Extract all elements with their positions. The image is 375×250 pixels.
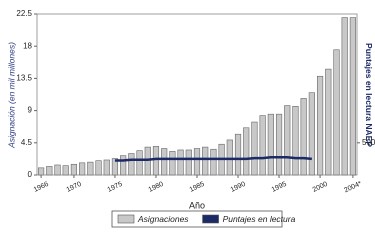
- bar: [136, 150, 143, 176]
- bar: [259, 115, 266, 176]
- legend-label: Puntajes en lectura: [223, 214, 296, 224]
- bar: [251, 121, 258, 176]
- x-tick-label: 1980: [148, 181, 165, 194]
- x-tick-label: 1975: [107, 181, 124, 194]
- y-tick-label: 13.5: [16, 74, 32, 83]
- bar: [308, 92, 315, 176]
- bar: [325, 68, 332, 176]
- bar: [95, 160, 102, 176]
- bar: [79, 162, 86, 176]
- bar: [185, 149, 192, 176]
- bar: [161, 148, 168, 176]
- bar: [193, 148, 201, 176]
- bar: [70, 163, 78, 176]
- bar: [234, 133, 242, 176]
- bar: [103, 159, 110, 176]
- legend-swatch: [117, 214, 135, 224]
- bar: [243, 127, 250, 176]
- bar: [46, 166, 53, 176]
- y2-tick-label: 500: [362, 138, 375, 147]
- y-tick-label: 22.5: [16, 9, 32, 18]
- bar: [38, 167, 45, 176]
- bar: [144, 146, 151, 176]
- x-tick-label: 1985: [189, 181, 206, 194]
- bar: [341, 17, 348, 176]
- line: [114, 156, 312, 162]
- y-axis-label: Asignación (en mil millones): [6, 42, 16, 149]
- bar: [316, 75, 324, 176]
- bar: [284, 105, 291, 176]
- bar: [300, 98, 307, 176]
- legend-label: Asignaciones: [137, 214, 189, 224]
- y-tick-label: 9: [28, 106, 33, 115]
- y-tick-label: 0: [28, 170, 33, 179]
- x-tick-label: 1995: [271, 181, 288, 194]
- legend-box: [111, 210, 283, 228]
- bar: [152, 146, 160, 176]
- y2-axis-label: Puntajes en lectura NAEP: [364, 43, 374, 147]
- x-tick-label: 1970: [66, 181, 83, 194]
- y-tick-label: 4.5: [21, 138, 33, 147]
- legend-swatch: [202, 214, 219, 224]
- bar: [275, 113, 283, 176]
- bar: [349, 17, 356, 176]
- x-tick-label: 2000: [312, 181, 329, 194]
- bar: [210, 148, 217, 176]
- bar: [62, 165, 69, 176]
- x-tick-label: 2004*: [343, 180, 363, 194]
- bar: [202, 146, 209, 176]
- x-tick-label: 1966: [33, 181, 50, 194]
- bar: [292, 106, 299, 176]
- bar: [54, 164, 61, 176]
- y-tick-label: 18: [23, 41, 32, 50]
- bar: [333, 49, 340, 176]
- bar: [226, 139, 233, 176]
- bar: [169, 151, 176, 176]
- bar: [120, 155, 127, 176]
- bar: [87, 161, 94, 176]
- bar: [128, 153, 135, 176]
- x-tick-label: 1990: [230, 181, 247, 194]
- bar: [267, 113, 274, 176]
- bar: [177, 149, 184, 176]
- x-axis-label: Año: [189, 200, 205, 210]
